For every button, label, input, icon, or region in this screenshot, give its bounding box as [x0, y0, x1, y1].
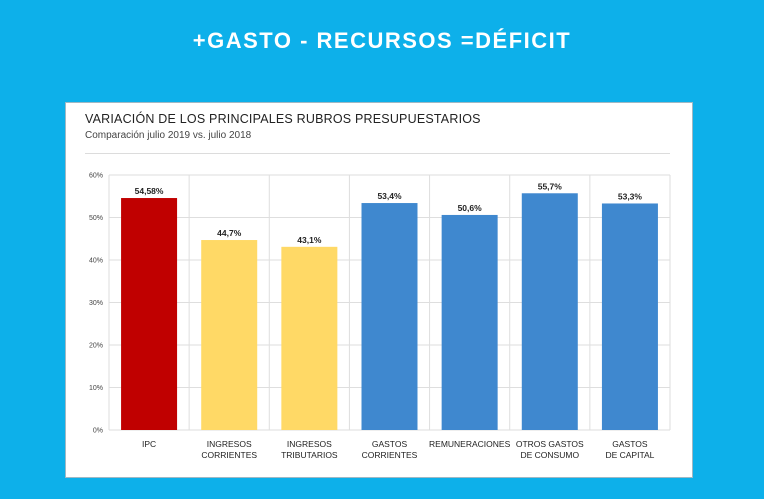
headline: +GASTO - RECURSOS =DÉFICIT [192, 28, 572, 53]
x-tick-label: DE CONSUMO [521, 450, 580, 460]
value-label: 43,1% [297, 235, 322, 245]
value-label: 50,6% [458, 203, 483, 213]
y-tick-label: 40% [89, 258, 103, 265]
y-tick-label: 50% [89, 215, 103, 222]
bar [201, 240, 258, 430]
x-tick-label: OTROS GASTOS [516, 439, 584, 449]
value-label: 54,58% [135, 186, 164, 196]
value-label: 53,3% [618, 191, 643, 201]
value-label: 55,7% [538, 181, 563, 191]
bar [361, 203, 418, 430]
value-label: 44,7% [217, 228, 242, 238]
x-tick-label: INGRESOS [207, 439, 252, 449]
chart-card: VARIACIÓN DE LOS PRINCIPALES RUBROS PRES… [65, 102, 693, 478]
x-tick-label: CORRIENTES [362, 450, 418, 460]
x-tick-label: CORRIENTES [201, 450, 257, 460]
value-label: 53,4% [377, 191, 402, 201]
bar [521, 193, 578, 430]
x-tick-label: DE CAPITAL [605, 450, 654, 460]
bar-chart: 0% 10% 20% 30% 40% 50% 60% 54,58% IPC 44,7% INGRES… [89, 173, 671, 460]
x-tick-label: INGRESOS [287, 439, 332, 449]
bar [601, 203, 658, 430]
bar [121, 198, 178, 430]
x-tick-label: TRIBUTARIOS [281, 450, 338, 460]
y-tick-label: 60% [89, 173, 103, 180]
y-tick-label: 10% [89, 385, 103, 392]
chart-title: VARIACIÓN DE LOS PRINCIPALES RUBROS PRES… [85, 112, 481, 126]
y-tick-label: 20% [89, 343, 103, 350]
x-tick-label: GASTOS [372, 439, 408, 449]
title-divider [85, 153, 670, 154]
chart-subtitle: Comparación julio 2019 vs. julio 2018 [85, 130, 252, 141]
x-tick-label: IPC [142, 439, 156, 449]
x-tick-label: REMUNERACIONES [429, 439, 511, 449]
y-tick-label: 30% [89, 300, 103, 307]
x-tick-label: GASTOS [612, 439, 648, 449]
y-tick-label: 0% [93, 428, 103, 435]
bar [281, 246, 338, 430]
bar [441, 214, 498, 430]
